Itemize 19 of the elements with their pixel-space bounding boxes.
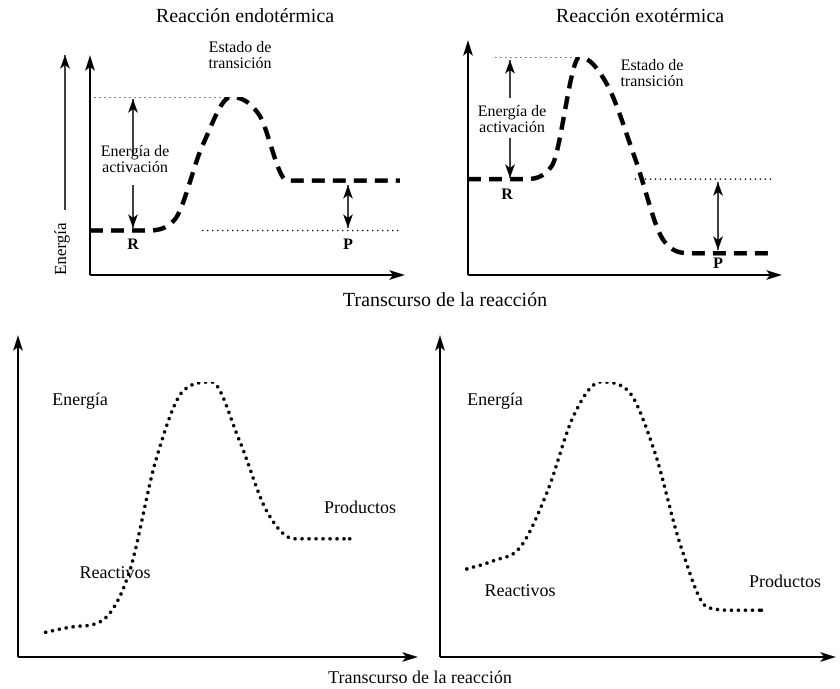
y-axis-title: Energía: [467, 389, 523, 409]
x-axis-title: Transcurso de la reacción: [328, 667, 512, 687]
annotation: Productos: [749, 571, 821, 591]
annotation: Energía de activación: [100, 143, 170, 176]
chart-title: Reacción exotérmica: [556, 5, 724, 27]
annotation: Energía de activación: [476, 103, 548, 136]
annotation: Estado de transición: [619, 57, 685, 90]
annotation: P: [713, 255, 723, 272]
x-axis-title: Transcurso de la reacción: [342, 289, 548, 311]
chart-title: Reacción endotérmica: [156, 5, 334, 27]
annotation: Productos: [324, 497, 396, 517]
annotation: P: [343, 236, 353, 253]
annotation: R: [127, 236, 139, 253]
text: Estado de transición: [207, 39, 273, 72]
y-axis-title: Energía: [51, 222, 70, 275]
y-axis-title: Energía: [52, 389, 108, 409]
annotation: R: [501, 186, 513, 203]
annotation: Reactivos: [484, 580, 556, 600]
annotation: Reactivos: [80, 562, 150, 582]
